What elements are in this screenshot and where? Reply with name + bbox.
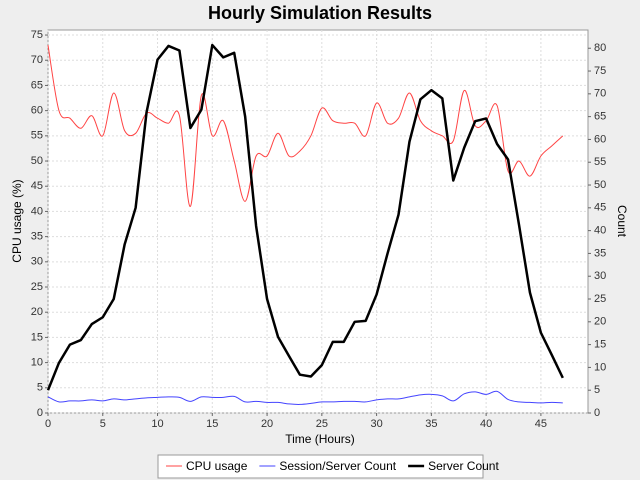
legend-label: CPU usage (186, 459, 248, 473)
series-line (47, 45, 564, 207)
x-tick-label: 30 (370, 418, 382, 430)
y-tick-label: 20 (31, 306, 43, 318)
x-tick-label: 45 (535, 418, 547, 430)
y-tick-label: 0 (37, 407, 43, 419)
x-tick-label: 15 (206, 418, 218, 430)
series-line (47, 390, 563, 405)
y2-tick-label: 25 (594, 293, 606, 305)
y2-tick-label: 60 (594, 133, 606, 145)
x-tick-label: 0 (45, 418, 51, 430)
x-tick-label: 10 (151, 418, 163, 430)
legend-label: Session/Server Count (279, 459, 396, 473)
lines (46, 43, 564, 405)
y-tick-label: 60 (31, 105, 43, 117)
y2-tick-label: 40 (594, 225, 606, 237)
y-tick-label: 55 (31, 130, 43, 142)
y2-tick-label: 5 (594, 384, 600, 396)
x-tick-label: 40 (480, 418, 492, 430)
y-tick-label: 70 (31, 54, 43, 66)
x-tick-label: 25 (316, 418, 328, 430)
y-tick-label: 25 (31, 281, 43, 293)
legend-label: Server Count (428, 459, 499, 473)
x-tick-label: 35 (425, 418, 437, 430)
y2-tick-label: 20 (594, 316, 606, 328)
series-line (46, 43, 564, 391)
y-tick-label: 10 (31, 357, 43, 369)
chart-title: Hourly Simulation Results (208, 3, 432, 23)
y-tick-label: 75 (31, 29, 43, 41)
y-tick-label: 35 (31, 231, 43, 243)
y2-tick-label: 35 (594, 247, 606, 259)
legend (157, 454, 484, 479)
y2-tick-label: 30 (594, 270, 606, 282)
x-axis-label: Time (Hours) (285, 432, 355, 446)
y-tick-label: 15 (31, 331, 43, 343)
y2-tick-label: 15 (594, 339, 606, 351)
y-tick-label: 30 (31, 256, 43, 268)
y2-tick-label: 80 (594, 42, 606, 54)
y2-tick-label: 50 (594, 179, 606, 191)
y-axis-label: CPU usage (%) (10, 179, 24, 262)
y2-tick-label: 45 (594, 202, 606, 214)
y-tick-label: 65 (31, 79, 43, 91)
y2-tick-label: 0 (594, 407, 600, 419)
y-tick-label: 50 (31, 155, 43, 167)
y-tick-label: 40 (31, 205, 43, 217)
y-tick-label: 45 (31, 180, 43, 192)
y2-tick-label: 10 (594, 361, 606, 373)
grid (47, 30, 588, 414)
x-tick-label: 20 (261, 418, 273, 430)
y2-tick-label: 75 (594, 65, 606, 77)
y2-tick-label: 65 (594, 111, 606, 123)
y2-tick-label: 55 (594, 156, 606, 168)
y2-tick-label: 70 (594, 88, 606, 100)
x-tick-label: 5 (100, 418, 106, 430)
plot-area (47, 29, 589, 414)
y2-axis-label: Count (615, 205, 629, 238)
y-tick-label: 5 (37, 382, 43, 394)
